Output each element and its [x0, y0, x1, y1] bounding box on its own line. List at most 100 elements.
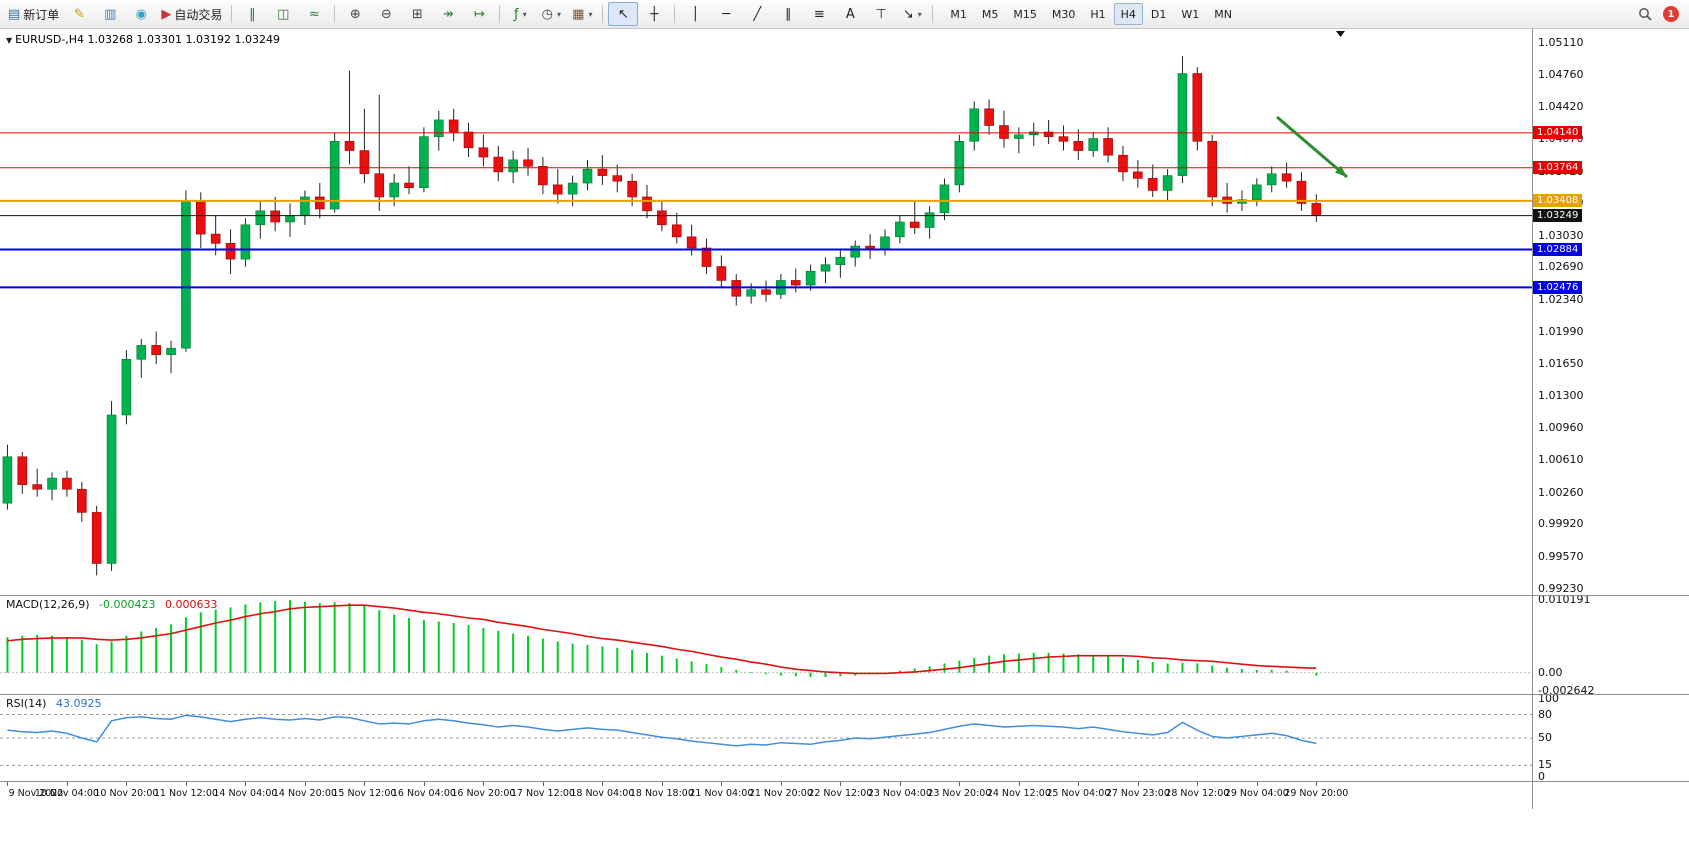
- macd-tick-label: 0.010191: [1538, 593, 1591, 607]
- rsi-indicator-pane[interactable]: [0, 695, 1532, 781]
- time-tick: [721, 782, 723, 786]
- horizontal-line-button[interactable]: ─: [711, 2, 741, 26]
- price-chart[interactable]: [0, 29, 1532, 595]
- chevron-down-icon[interactable]: ▾: [917, 9, 922, 19]
- search-icon[interactable]: [1635, 4, 1655, 24]
- timeframe-d1[interactable]: D1: [1150, 7, 1167, 21]
- price-level-tag: 1.03764: [1533, 161, 1583, 175]
- chart-area[interactable]: ▼ EURUSD-,H4 1.03268 1.03301 1.03192 1.03…: [0, 29, 1689, 865]
- cursor-button[interactable]: ↖: [608, 2, 639, 26]
- time-label: 29 Nov 20:00: [1284, 788, 1349, 799]
- price-tick-label: 1.04760: [1538, 68, 1584, 82]
- chart-menu-arrow-icon[interactable]: ▼: [6, 36, 13, 45]
- profiles-button[interactable]: ▥: [95, 2, 125, 26]
- new-order-button[interactable]: ▤ 新订单: [4, 2, 63, 26]
- candlestick-chart-button[interactable]: ◫: [268, 2, 298, 26]
- chart-symbol-label: ▼ EURUSD-,H4 1.03268 1.03301 1.03192 1.03…: [6, 33, 280, 46]
- tile-windows-button[interactable]: ⊞: [402, 2, 432, 26]
- toolbar-right: 1: [1635, 4, 1685, 24]
- notification-badge[interactable]: 1: [1663, 6, 1679, 22]
- chart-shift-button[interactable]: ↦: [464, 2, 494, 26]
- timeframe-m1[interactable]: M1: [950, 7, 967, 21]
- zoom-in-button[interactable]: ⊕: [340, 2, 370, 26]
- timeframe-w1[interactable]: W1: [1181, 7, 1200, 21]
- text-label-button[interactable]: ⊤: [866, 2, 896, 26]
- time-label: 14 Nov 20:00: [272, 788, 337, 799]
- time-axis[interactable]: 9 Nov 2022 10 Nov 04:00 10 Nov 20:00 11 Nov…: [0, 782, 1532, 808]
- auto-scroll-icon: ↠: [442, 6, 454, 22]
- timeframe-h1[interactable]: H1: [1090, 7, 1106, 21]
- timeframe-m30[interactable]: M30: [1051, 7, 1076, 21]
- crosshair-button[interactable]: ┼: [639, 2, 669, 26]
- candle: [285, 215, 295, 223]
- macd-signal-line: [7, 604, 1317, 675]
- timeframe-m15[interactable]: M15: [1013, 7, 1037, 21]
- fibonacci-button[interactable]: ≡: [804, 2, 834, 26]
- arrows-button[interactable]: ↘ ▾: [897, 2, 927, 26]
- autotrading-button[interactable]: ▶ 自动交易: [157, 2, 226, 26]
- macd-value: -0.000423: [99, 598, 156, 611]
- candle: [1043, 131, 1054, 137]
- candle: [538, 166, 548, 186]
- templates-button[interactable]: ▦ ▾: [567, 2, 597, 26]
- candle: [657, 210, 667, 226]
- candle: [909, 221, 920, 228]
- candle: [121, 359, 132, 416]
- time-label: 18 Nov 04:00: [570, 788, 635, 799]
- chevron-down-icon[interactable]: ▾: [556, 9, 561, 19]
- rsi-line: [7, 714, 1317, 747]
- time-tick: [959, 782, 961, 786]
- clock-icon: ◷: [541, 6, 553, 22]
- candle: [597, 168, 608, 176]
- price-tick-label: 1.00610: [1538, 453, 1584, 467]
- line-chart-button[interactable]: ≈: [299, 2, 329, 26]
- bar-chart-button[interactable]: ‖: [237, 2, 267, 26]
- community-button[interactable]: ◉: [126, 2, 156, 26]
- timeframe-h4[interactable]: H4: [1113, 3, 1143, 25]
- zoom-out-button[interactable]: ⊖: [371, 2, 401, 26]
- periods-button[interactable]: ◷ ▾: [536, 2, 566, 26]
- price-tick-label: 1.05110: [1538, 35, 1584, 49]
- chevron-down-icon[interactable]: ▾: [522, 9, 527, 19]
- price-tick-label: 1.01650: [1538, 356, 1584, 370]
- time-tick: [185, 782, 187, 786]
- candle: [493, 156, 504, 173]
- bar-chart-icon: ‖: [249, 6, 256, 22]
- vertical-line-icon: │: [691, 6, 700, 22]
- price-tick-label: 1.04420: [1538, 99, 1584, 113]
- timeframe-m5[interactable]: M5: [981, 7, 999, 21]
- text-button[interactable]: A: [835, 2, 865, 26]
- chevron-down-icon[interactable]: ▾: [588, 9, 593, 19]
- macd-indicator-pane[interactable]: [0, 596, 1532, 694]
- community-icon: ◉: [135, 6, 147, 22]
- pane-separator[interactable]: [0, 694, 1689, 695]
- rsi-tick-label: 50: [1538, 731, 1552, 744]
- candle: [270, 210, 280, 223]
- candle: [32, 484, 42, 490]
- vertical-line-button[interactable]: │: [680, 2, 710, 26]
- time-tick: [1078, 782, 1080, 786]
- pane-separator[interactable]: [0, 781, 1689, 782]
- price-level-tag: 1.03249: [1533, 209, 1583, 223]
- equidistant-channel-button[interactable]: ∥: [773, 2, 803, 26]
- candle: [419, 136, 429, 188]
- candle: [344, 140, 355, 151]
- indicators-button[interactable]: ƒ ▾: [505, 2, 535, 26]
- trend-arrow-object[interactable]: [1276, 115, 1348, 179]
- time-tick: [126, 782, 128, 786]
- candle: [954, 140, 965, 186]
- candle: [701, 247, 712, 267]
- trendline-button[interactable]: ╱: [742, 2, 772, 26]
- time-label: 11 Nov 12:00: [153, 788, 218, 799]
- auto-scroll-button[interactable]: ↠: [433, 2, 463, 26]
- toolbar-separator: [602, 5, 604, 23]
- candle: [671, 224, 682, 238]
- metaeditor-button[interactable]: ✎: [64, 2, 94, 26]
- pane-separator[interactable]: [0, 595, 1689, 596]
- text-label-icon: ⊤: [875, 6, 887, 22]
- channel-icon: ∥: [785, 6, 792, 22]
- candle: [731, 280, 742, 297]
- horizontal-line-icon: ─: [722, 6, 731, 22]
- candle: [523, 159, 533, 167]
- timeframe-mn[interactable]: MN: [1214, 7, 1232, 21]
